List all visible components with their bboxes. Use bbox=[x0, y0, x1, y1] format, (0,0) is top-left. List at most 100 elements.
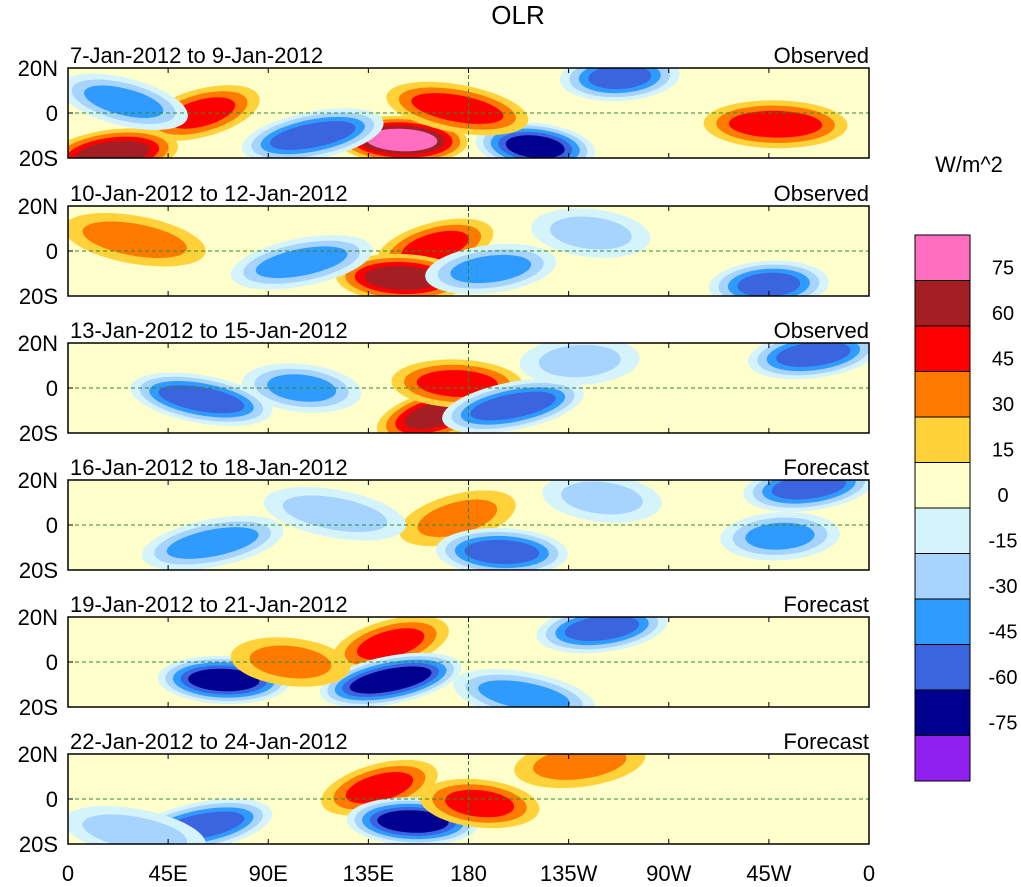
map-panel: 20N 0 20S 13-Jan-2012 to 15-Jan-2012 Observe… bbox=[18, 318, 870, 446]
panel-period-label: 22-Jan-2012 to 24-Jan-2012 bbox=[70, 729, 348, 754]
lat-label: 20S bbox=[19, 558, 58, 583]
lon-label: 180 bbox=[450, 861, 487, 886]
lat-label: 20S bbox=[19, 284, 58, 309]
olr-contour-level-30 bbox=[417, 499, 498, 537]
lon-label: 0 bbox=[62, 861, 74, 886]
olr-contour-level-neg60 bbox=[588, 68, 652, 90]
panel-period-label: 13-Jan-2012 to 15-Jan-2012 bbox=[70, 318, 348, 343]
olr-field bbox=[68, 208, 829, 296]
lat-label: 0 bbox=[46, 650, 58, 675]
chart-title: OLR bbox=[491, 0, 544, 30]
map-panel: 20N 0 20S 16-Jan-2012 to 18-Jan-2012 Forecas… bbox=[18, 455, 870, 583]
map-panel: 20N 0 20S 22-Jan-2012 to 24-Jan-2012 Forecas… bbox=[18, 729, 870, 857]
olr-contour-level-neg60 bbox=[158, 385, 245, 414]
colorbar-label: -30 bbox=[989, 576, 1018, 598]
lat-label: 20N bbox=[18, 56, 58, 81]
colorbar-swatch bbox=[914, 462, 971, 509]
olr-contour-level-75 bbox=[366, 128, 438, 152]
colorbar-swatch bbox=[914, 325, 971, 372]
lon-label: 90E bbox=[249, 861, 288, 886]
panel-period-label: 10-Jan-2012 to 12-Jan-2012 bbox=[70, 181, 348, 206]
olr-contour-level-60 bbox=[75, 140, 150, 158]
x-axis: 0 45E 90E 135E 180 135W 90W 45W 0 bbox=[62, 861, 875, 886]
panel-period-label: 16-Jan-2012 to 18-Jan-2012 bbox=[70, 455, 348, 480]
panel-kind-label: Observed bbox=[774, 43, 869, 68]
panel-kind-label: Forecast bbox=[783, 455, 869, 480]
colorbar-label: -15 bbox=[989, 531, 1018, 553]
olr-contour-level-neg45 bbox=[166, 527, 259, 559]
olr-contour-level-neg45 bbox=[84, 85, 164, 119]
colorbar-label: 30 bbox=[992, 394, 1014, 416]
lat-label: 20S bbox=[19, 421, 58, 446]
lat-label: 20N bbox=[18, 331, 58, 356]
colorbar-swatch bbox=[914, 644, 971, 691]
olr-contour-level-neg60 bbox=[564, 617, 640, 642]
olr-field bbox=[141, 480, 869, 570]
map-panel: 20N 0 20S 10-Jan-2012 to 12-Jan-2012 Observe… bbox=[18, 181, 870, 309]
olr-contour-level-neg45 bbox=[255, 246, 348, 279]
olr-contour-level-neg75 bbox=[188, 668, 260, 692]
colorbar-swatch bbox=[914, 280, 971, 327]
colorbar-swatch bbox=[914, 553, 971, 600]
olr-contour-level-neg60 bbox=[737, 272, 801, 296]
olr-field bbox=[68, 754, 646, 844]
lon-label: 135E bbox=[343, 861, 394, 886]
panel-kind-label: Observed bbox=[774, 318, 869, 343]
colorbar-swatch bbox=[914, 371, 971, 418]
lon-label: 135W bbox=[540, 861, 598, 886]
olr-contour-level-45 bbox=[345, 772, 414, 804]
colorbar-label: -75 bbox=[989, 713, 1018, 735]
olr-contour-level-neg45 bbox=[478, 680, 571, 707]
olr-contour-level-neg75 bbox=[377, 810, 449, 833]
panel-kind-label: Forecast bbox=[783, 729, 869, 754]
colorbar-swatch bbox=[914, 416, 971, 463]
panel-kind-label: Observed bbox=[774, 181, 869, 206]
colorbar-label: 45 bbox=[992, 349, 1014, 371]
olr-field bbox=[130, 343, 869, 433]
colorbar-swatch bbox=[914, 735, 971, 782]
olr-contour-level-neg60 bbox=[776, 343, 851, 368]
lat-label: 20S bbox=[19, 146, 58, 171]
olr-contour-level-60 bbox=[364, 265, 440, 291]
panel-period-label: 7-Jan-2012 to 9-Jan-2012 bbox=[70, 43, 323, 68]
olr-contour-level-neg30 bbox=[538, 344, 621, 378]
olr-contour-level-neg30 bbox=[550, 216, 632, 250]
lon-label: 45W bbox=[746, 861, 791, 886]
olr-contour-level-30 bbox=[82, 221, 188, 258]
lat-label: 20N bbox=[18, 468, 58, 493]
colorbar-label: 75 bbox=[992, 258, 1014, 280]
olr-contour-level-neg30 bbox=[282, 495, 388, 532]
lat-label: 0 bbox=[46, 101, 58, 126]
colorbar-label: -60 bbox=[989, 667, 1018, 689]
colorbar-label: -45 bbox=[989, 622, 1018, 644]
olr-contour-level-45 bbox=[416, 370, 499, 397]
lat-label: 20S bbox=[19, 832, 58, 857]
olr-contour-level-neg75 bbox=[505, 135, 565, 158]
lon-label: 0 bbox=[863, 861, 875, 886]
panel-period-label: 19-Jan-2012 to 21-Jan-2012 bbox=[70, 592, 348, 617]
panel-kind-label: Forecast bbox=[783, 592, 869, 617]
lat-label: 20S bbox=[19, 695, 58, 720]
lon-label: 90W bbox=[646, 861, 691, 886]
lat-label: 20N bbox=[18, 194, 58, 219]
olr-contour-level-neg30 bbox=[82, 814, 188, 844]
olr-contour-level-45 bbox=[411, 93, 504, 124]
olr-contour-level-neg60 bbox=[464, 539, 540, 565]
colorbar-label: 60 bbox=[992, 303, 1014, 325]
lat-label: 0 bbox=[46, 239, 58, 264]
colorbar-swatch bbox=[914, 598, 971, 645]
map-panel: 20N 0 20S 7-Jan-2012 to 9-Jan-2012 Observed bbox=[18, 43, 870, 171]
lon-label: 45E bbox=[149, 861, 188, 886]
olr-contour-level-neg45 bbox=[745, 522, 815, 550]
colorbar-units-label: W/m^2 bbox=[935, 152, 1003, 177]
olr-contour-level-45 bbox=[356, 628, 425, 660]
olr-contour-level-45 bbox=[445, 789, 515, 818]
colorbar-swatch bbox=[914, 234, 971, 281]
colorbar-label: 15 bbox=[992, 440, 1014, 462]
olr-contour-level-neg75 bbox=[349, 666, 432, 694]
colorbar: W/m^2 75 60 45 30 15 0 -15 -30 -45 -60 -75 bbox=[914, 152, 1018, 782]
olr-contour-level-30 bbox=[249, 645, 332, 679]
lat-label: 0 bbox=[46, 376, 58, 401]
